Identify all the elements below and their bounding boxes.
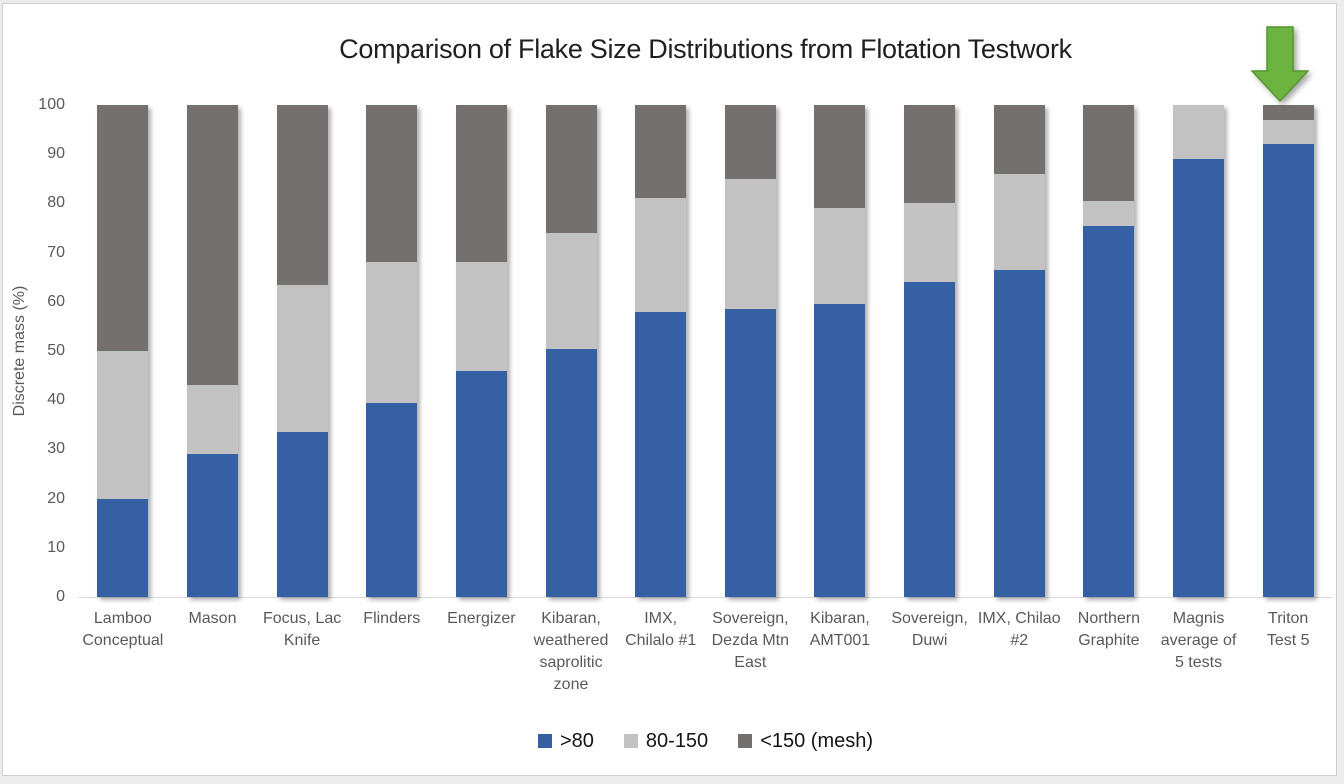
bar-segment-series-2 bbox=[366, 105, 418, 263]
bar-segment-series-0 bbox=[276, 432, 328, 597]
y-tick-label: 20 bbox=[47, 489, 65, 507]
stacked-bar bbox=[1083, 105, 1135, 597]
y-tick-label: 60 bbox=[47, 292, 65, 310]
bar-segment-series-2 bbox=[276, 105, 328, 285]
x-category-label: Lamboo Conceptual bbox=[82, 610, 164, 649]
legend-item: >80 bbox=[537, 729, 594, 753]
highlight-down-arrow-icon bbox=[1251, 26, 1309, 102]
legend-label: 80-150 bbox=[645, 729, 709, 752]
bar-segment-series-1 bbox=[186, 385, 238, 455]
bar-segment-series-0 bbox=[1083, 225, 1135, 597]
bar-segment-series-0 bbox=[635, 311, 687, 597]
x-category-label: Sovereign, Dezda Mtn East bbox=[711, 610, 789, 671]
y-tick-label: 40 bbox=[47, 391, 65, 409]
y-tick-label: 30 bbox=[47, 440, 65, 458]
bar-segment-series-1 bbox=[993, 173, 1045, 270]
y-tick-label: 0 bbox=[56, 588, 65, 605]
stacked-bar bbox=[814, 105, 866, 597]
bar-segment-series-2 bbox=[904, 105, 956, 204]
bar-segment-series-2 bbox=[455, 105, 507, 263]
bar-segment-series-0 bbox=[455, 370, 507, 597]
bar-segment-series-0 bbox=[724, 309, 776, 597]
bar-segment-series-2 bbox=[814, 105, 866, 209]
bar-segment-series-1 bbox=[545, 232, 597, 349]
bar-segment-series-0 bbox=[186, 454, 238, 597]
y-tick-label: 10 bbox=[47, 538, 65, 556]
plot-area bbox=[78, 105, 1333, 597]
x-category-label: Northern Graphite bbox=[1077, 610, 1141, 649]
legend-label: >80 bbox=[559, 729, 594, 752]
y-tick-label: 90 bbox=[47, 145, 65, 163]
y-tick-label: 100 bbox=[38, 96, 65, 113]
x-category-label: Mason bbox=[188, 610, 237, 627]
stacked-bar bbox=[1262, 105, 1314, 597]
bar-segment-series-1 bbox=[635, 198, 687, 312]
bar-segment-series-2 bbox=[1083, 105, 1135, 201]
bar-segment-series-1 bbox=[1083, 200, 1135, 226]
stacked-bar bbox=[276, 105, 328, 597]
bar-segment-series-1 bbox=[1262, 119, 1314, 145]
stacked-bar bbox=[724, 105, 776, 597]
x-category-label: Focus, Lac Knife bbox=[262, 610, 342, 649]
x-category-label: Kibaran, AMT001 bbox=[809, 610, 871, 649]
bar-segment-series-1 bbox=[904, 203, 956, 283]
stacked-bar bbox=[1173, 105, 1225, 597]
bar-segment-series-0 bbox=[993, 269, 1045, 597]
bar-segment-series-0 bbox=[1262, 144, 1314, 597]
stacked-bar bbox=[904, 105, 956, 597]
chart-title: Comparison of Flake Size Distributions f… bbox=[339, 34, 1072, 64]
x-category-label: Flinders bbox=[363, 610, 421, 627]
bar-segment-series-1 bbox=[366, 262, 418, 403]
bar-segment-series-0 bbox=[904, 282, 956, 597]
bar-segment-series-2 bbox=[545, 105, 597, 233]
bar-segment-series-2 bbox=[724, 105, 776, 179]
bar-segment-series-0 bbox=[814, 304, 866, 597]
x-category-label: Sovereign, Duwi bbox=[891, 610, 968, 649]
bar-segment-series-1 bbox=[455, 262, 507, 371]
legend-item: 80-150 bbox=[623, 729, 709, 753]
bar-segment-series-2 bbox=[1262, 105, 1314, 120]
bar-segment-series-1 bbox=[724, 178, 776, 310]
x-category-label: Energizer bbox=[447, 610, 516, 627]
bar-segment-series-1 bbox=[814, 208, 866, 305]
bar-segment-series-1 bbox=[1173, 105, 1225, 160]
legend-swatch-icon bbox=[738, 734, 753, 748]
chart-legend: >80 80-150 <150 (mesh) bbox=[78, 726, 1333, 756]
bar-segment-series-0 bbox=[97, 498, 149, 597]
x-axis-line bbox=[78, 597, 1333, 598]
legend-label: <150 (mesh) bbox=[760, 729, 874, 752]
stacked-bar bbox=[993, 105, 1045, 597]
chart-frame: Comparison of Flake Size Distributions f… bbox=[2, 3, 1337, 776]
legend-item: <150 (mesh) bbox=[738, 730, 873, 753]
x-category-label: Triton Test 5 bbox=[1266, 610, 1310, 649]
bar-segment-series-0 bbox=[545, 348, 597, 597]
bar-segment-series-2 bbox=[635, 105, 687, 199]
y-tick-label: 50 bbox=[47, 342, 65, 359]
bar-segment-series-0 bbox=[366, 402, 418, 597]
stacked-bar bbox=[455, 105, 507, 597]
legend-swatch-icon bbox=[537, 734, 552, 748]
stacked-bar bbox=[545, 105, 597, 597]
stacked-bar bbox=[366, 105, 418, 597]
x-category-label: Kibaran, weathered saprolitic zone bbox=[533, 610, 609, 693]
x-category-label: Magnis average of 5 tests bbox=[1160, 610, 1237, 671]
stacked-bar bbox=[186, 105, 238, 597]
bar-segment-series-2 bbox=[993, 105, 1045, 174]
y-tick-label: 70 bbox=[47, 243, 65, 261]
bar-segment-series-2 bbox=[186, 105, 238, 386]
legend-swatch-icon bbox=[623, 734, 638, 748]
x-axis-category-labels: Lamboo Conceptual Mason Focus, Lac Knife Fl… bbox=[78, 608, 1333, 708]
x-category-label: IMX, Chilalo #1 bbox=[625, 610, 697, 649]
x-category-label: IMX, Chilao #2 bbox=[977, 610, 1061, 649]
bar-segment-series-2 bbox=[97, 105, 149, 352]
bar-segment-series-1 bbox=[97, 351, 149, 499]
stacked-bar bbox=[97, 105, 149, 597]
bar-segment-series-1 bbox=[276, 284, 328, 433]
bar-segment-series-0 bbox=[1173, 159, 1225, 597]
y-tick-label: 80 bbox=[47, 194, 65, 212]
stacked-bar bbox=[635, 105, 687, 597]
